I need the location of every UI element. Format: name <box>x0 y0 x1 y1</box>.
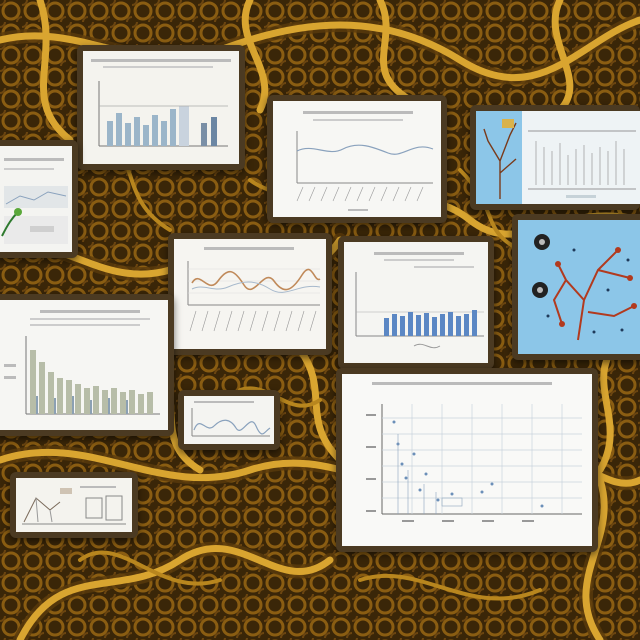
chart-panel-bars-top <box>77 45 245 170</box>
bar-chart-center-thumbnail <box>344 242 488 363</box>
mini-chart-thumbnail <box>0 146 72 252</box>
line-chart-thumbnail <box>273 101 441 217</box>
wave-chart-thumbnail <box>174 239 326 349</box>
chart-panel-left-edge <box>0 140 78 258</box>
chart-panel-tree-top-right <box>470 105 640 210</box>
tree-diagram-thumbnail <box>476 111 640 204</box>
chart-panel-sketch <box>10 472 138 538</box>
sketch-thumbnail <box>16 478 132 532</box>
chart-panel-wave-small <box>178 390 280 450</box>
chart-panel-wave-middle <box>168 233 332 355</box>
grid-chart-thumbnail <box>342 374 592 546</box>
bar-chart-thumbnail <box>83 51 239 164</box>
chart-panel-bars-left <box>0 294 174 436</box>
bar-chart-left-thumbnail <box>0 300 168 430</box>
small-wave-thumbnail <box>184 396 274 444</box>
chart-panel-bars-center <box>338 236 494 369</box>
chart-panel-grid-large <box>336 368 598 552</box>
network-diagram-thumbnail <box>518 220 640 354</box>
chart-panel-network-right <box>512 214 640 360</box>
chart-panel-line-top <box>267 95 447 223</box>
